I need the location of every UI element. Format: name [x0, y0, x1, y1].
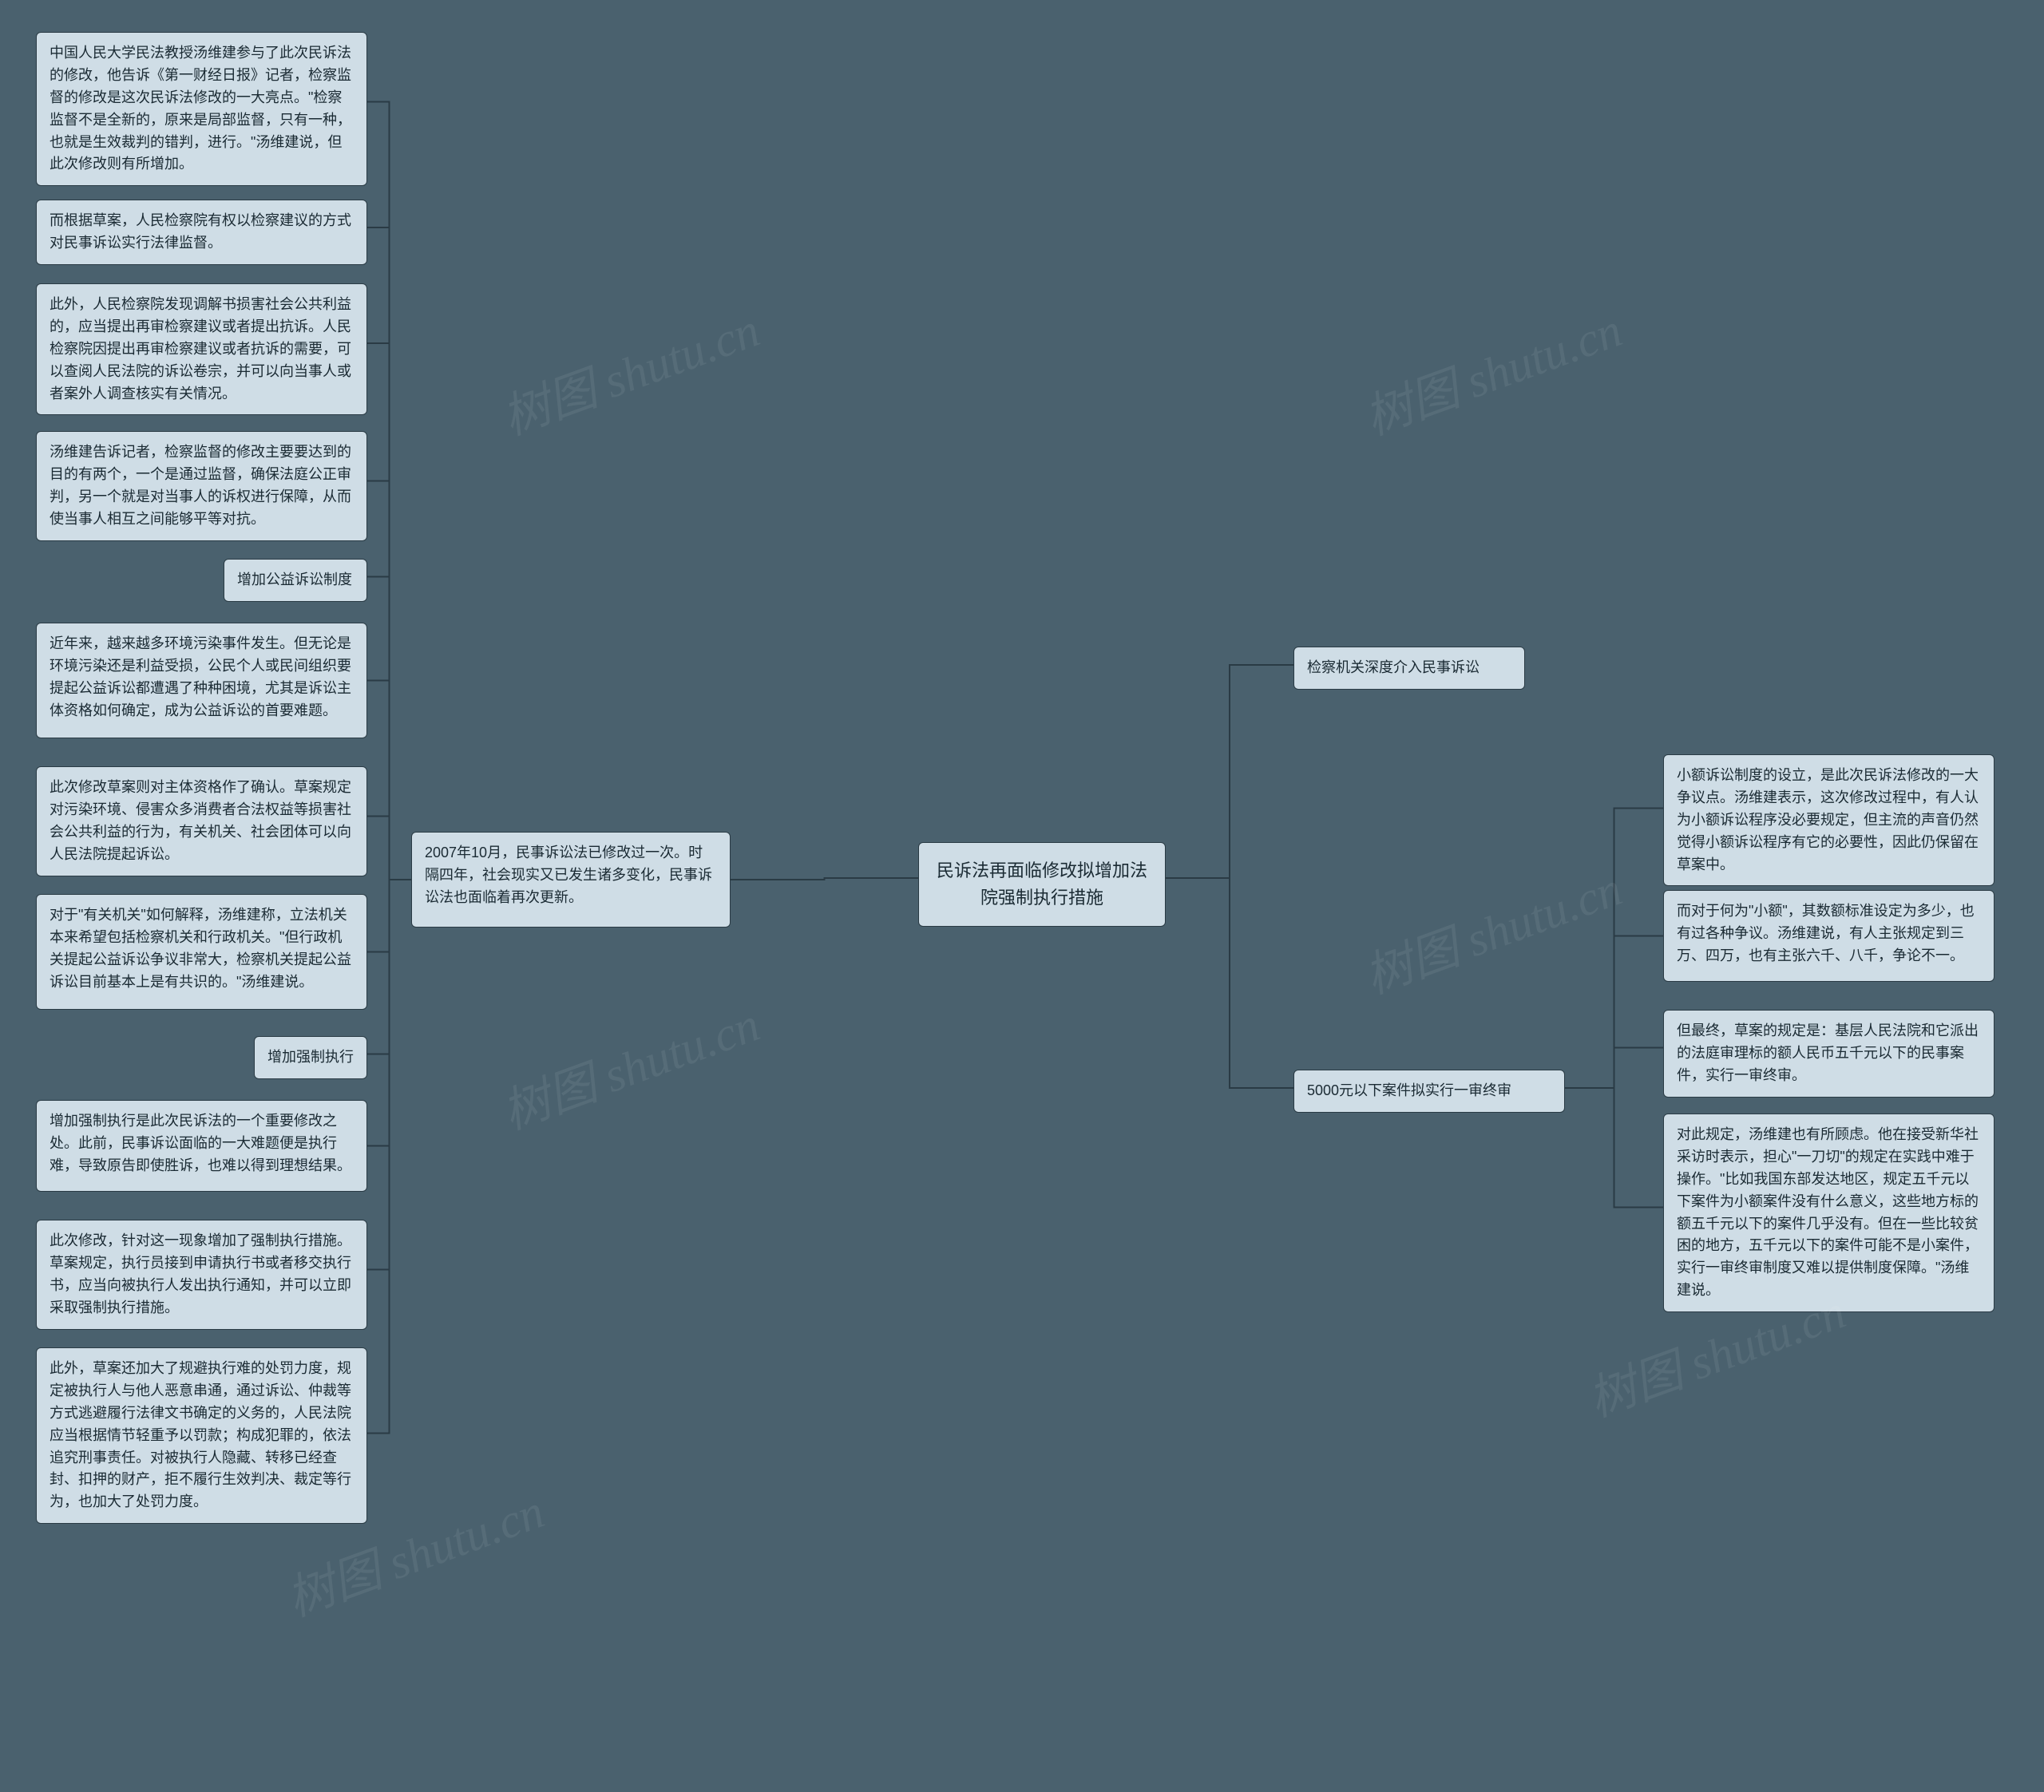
mindmap-node: 检察机关深度介入民事诉讼: [1293, 647, 1525, 690]
mindmap-node: 此次修改，针对这一现象增加了强制执行措施。草案规定，执行员接到申请执行书或者移交…: [36, 1220, 367, 1330]
mindmap-node: 此外，草案还加大了规避执行难的处罚力度，规定被执行人与他人恶意串通，通过诉讼、仲…: [36, 1347, 367, 1524]
mindmap-node: 但最终，草案的规定是：基层人民法院和它派出的法庭审理标的额人民币五千元以下的民事…: [1663, 1010, 1994, 1098]
watermark: 树图 shutu.cn: [491, 291, 767, 449]
mindmap-node: 而对于何为"小额"，其数额标准设定为多少，也有过各种争议。汤维建说，有人主张规定…: [1663, 890, 1994, 982]
watermark: 树图 shutu.cn: [1353, 291, 1630, 449]
mindmap-node: 此次修改草案则对主体资格作了确认。草案规定对污染环境、侵害众多消费者合法权益等损…: [36, 766, 367, 876]
mindmap-node: 增加强制执行是此次民诉法的一个重要修改之处。此前，民事诉讼面临的一大难题便是执行…: [36, 1100, 367, 1192]
mindmap-node: 而根据草案，人民检察院有权以检察建议的方式对民事诉讼实行法律监督。: [36, 200, 367, 265]
mindmap-node: 2007年10月，民事诉讼法已修改过一次。时隔四年，社会现实又已发生诸多变化，民…: [411, 832, 731, 928]
mindmap-node: 中国人民大学民法教授汤维建参与了此次民诉法的修改，他告诉《第一财经日报》记者，检…: [36, 32, 367, 186]
mindmap-node: 此外，人民检察院发现调解书损害社会公共利益的，应当提出再审检察建议或者提出抗诉。…: [36, 283, 367, 415]
mindmap-node: 汤维建告诉记者，检察监督的修改主要要达到的目的有两个，一个是通过监督，确保法庭公…: [36, 431, 367, 541]
watermark: 树图 shutu.cn: [491, 986, 767, 1143]
watermark: 树图 shutu.cn: [1353, 850, 1630, 1007]
mindmap-node: 5000元以下案件拟实行一审终审: [1293, 1070, 1565, 1113]
mindmap-node: 对此规定，汤维建也有所顾虑。他在接受新华社采访时表示，担心"一刀切"的规定在实践…: [1663, 1114, 1994, 1312]
mindmap-node: 近年来，越来越多环境污染事件发生。但无论是环境污染还是利益受损，公民个人或民间组…: [36, 623, 367, 738]
mindmap-node: 增加公益诉讼制度: [224, 559, 367, 602]
mindmap-node: 小额诉讼制度的设立，是此次民诉法修改的一大争议点。汤维建表示，这次修改过程中，有…: [1663, 754, 1994, 886]
mindmap-node: 对于"有关机关"如何解释，汤维建称，立法机关本来希望包括检察机关和行政机关。"但…: [36, 894, 367, 1010]
mindmap-node: 增加强制执行: [254, 1036, 367, 1079]
mindmap-node: 民诉法再面临修改拟增加法院强制执行措施: [918, 842, 1166, 927]
